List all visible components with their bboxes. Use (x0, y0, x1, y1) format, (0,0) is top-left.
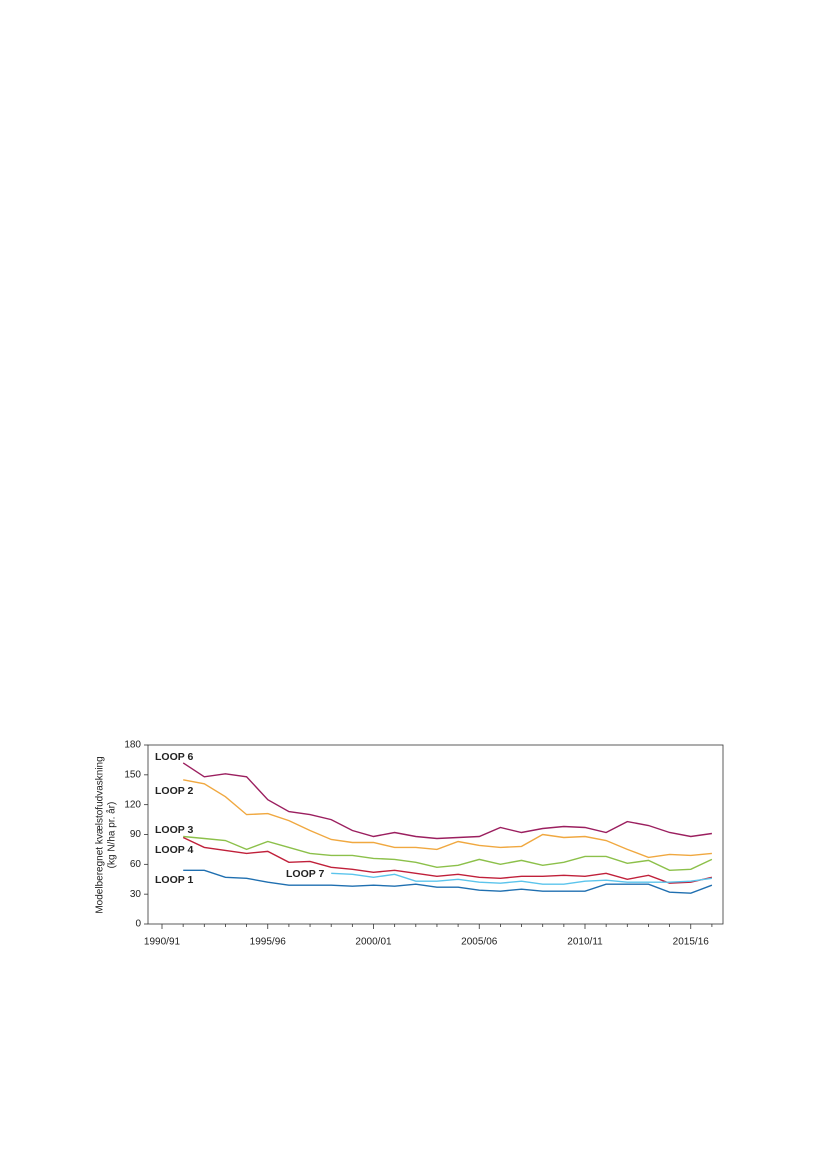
series-label: LOOP 1 (155, 874, 193, 886)
y-axis-label: (kg N/ha pr. år) (106, 802, 118, 869)
plot-frame (147, 744, 724, 925)
series-label: LOOP 6 (155, 751, 193, 763)
y-tick-label: 90 (130, 829, 142, 840)
x-tick-label: 2005/06 (461, 937, 498, 948)
y-tick-label: 180 (124, 740, 141, 751)
y-tick-label: 60 (130, 859, 142, 870)
x-tick-label: 2010/11 (567, 937, 603, 948)
x-tick-label: 2015/16 (673, 937, 710, 948)
x-tick-label: 1995/96 (250, 937, 287, 948)
series-line (183, 835, 713, 872)
y-axis-label: Modelberegnet kvælstofudvaskning (95, 756, 106, 913)
series-line (182, 836, 713, 884)
y-tick-label: 0 (135, 919, 141, 930)
series-line (331, 872, 712, 885)
y-tick-label: 150 (124, 769, 141, 780)
series-label: LOOP 7 (286, 868, 324, 880)
series-label: LOOP 2 (155, 785, 193, 797)
y-tick-label: 120 (124, 799, 141, 810)
x-tick-label: 2000/01 (355, 937, 392, 948)
x-tick-label: 1990/91 (144, 937, 181, 948)
y-tick-label: 30 (130, 889, 142, 900)
series-line (183, 869, 713, 894)
series-label: LOOP 3 (155, 824, 193, 836)
series-label: LOOP 4 (155, 844, 193, 856)
series-line (183, 779, 712, 859)
series-line (182, 762, 712, 840)
